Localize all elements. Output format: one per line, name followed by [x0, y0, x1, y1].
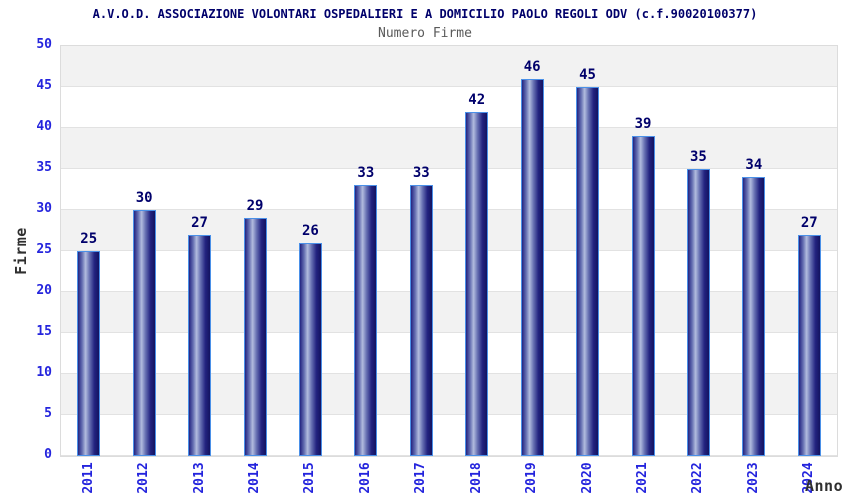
y-tick-label: 5: [44, 406, 52, 421]
bar-2023: [742, 177, 766, 456]
bar-value-label: 34: [745, 157, 763, 174]
x-tick-label: 2015: [302, 462, 318, 494]
bar-value-label: 27: [800, 214, 818, 231]
bar-value-label: 46: [523, 58, 541, 75]
bar-value-label: 39: [634, 116, 652, 133]
bar-2022: [686, 169, 710, 456]
x-tick-label: 2019: [524, 462, 540, 494]
bar-value-label: 35: [689, 149, 707, 165]
y-tick-label: 0: [44, 447, 52, 462]
y-tick-label: 15: [36, 324, 52, 339]
x-tick-label: 2011: [80, 462, 96, 494]
x-tick-label: 2021: [635, 462, 650, 494]
bar-2014: [243, 218, 267, 456]
bar-value-label: 25: [80, 231, 98, 247]
y-tick-label: 50: [36, 37, 52, 52]
y-tick-label: 20: [36, 283, 52, 298]
y-tick-label: 35: [36, 160, 52, 175]
x-tick-label: 2020: [579, 462, 595, 494]
y-tick-label: 30: [36, 201, 52, 216]
x-tick-label: 2014: [247, 462, 262, 494]
bar-2013: [188, 234, 212, 456]
plot-area: 25 30 27 29 26 33 33 42 46 45 39 35 34 27: [60, 45, 838, 457]
y-tick-label: 10: [36, 365, 52, 380]
bar-value-label: 27: [191, 214, 208, 231]
bar-2024: [797, 234, 821, 456]
bar-value-label: 42: [468, 91, 486, 108]
y-tick-label: 40: [36, 119, 52, 134]
x-tick-label: 2018: [468, 462, 484, 494]
chart-subtitle: Numero Firme: [378, 26, 472, 41]
bar-value-label: 45: [579, 67, 596, 83]
bar-2021: [631, 136, 655, 456]
bar-value-label: 26: [301, 222, 319, 239]
bar-2019: [520, 78, 544, 456]
x-tick-label: 2013: [191, 462, 207, 494]
bar-value-label: 33: [412, 165, 430, 182]
bar-2011: [77, 251, 101, 456]
x-tick-label: 2017: [413, 462, 429, 494]
y-tick-label: 45: [36, 78, 52, 93]
bar-2018: [465, 111, 489, 456]
bar-2015: [298, 242, 322, 456]
x-tick-label: 2016: [357, 462, 373, 494]
x-tick-label: 2023: [745, 462, 761, 494]
bar-value-label: 30: [135, 190, 153, 206]
bar-2016: [354, 185, 378, 456]
chart-title: A.V.O.D. ASSOCIAZIONE VOLONTARI OSPEDALI…: [92, 7, 758, 21]
y-tick-label: 25: [36, 242, 52, 257]
x-tick-label: 2022: [690, 462, 706, 494]
x-tick-label: 2012: [136, 462, 152, 494]
bar-value-label: 33: [357, 165, 375, 182]
x-axis-label: Anno: [805, 477, 844, 495]
bar-2012: [132, 210, 156, 456]
bar-2017: [409, 185, 433, 456]
bar-2020: [576, 87, 600, 456]
bar-value-label: 29: [246, 198, 264, 215]
